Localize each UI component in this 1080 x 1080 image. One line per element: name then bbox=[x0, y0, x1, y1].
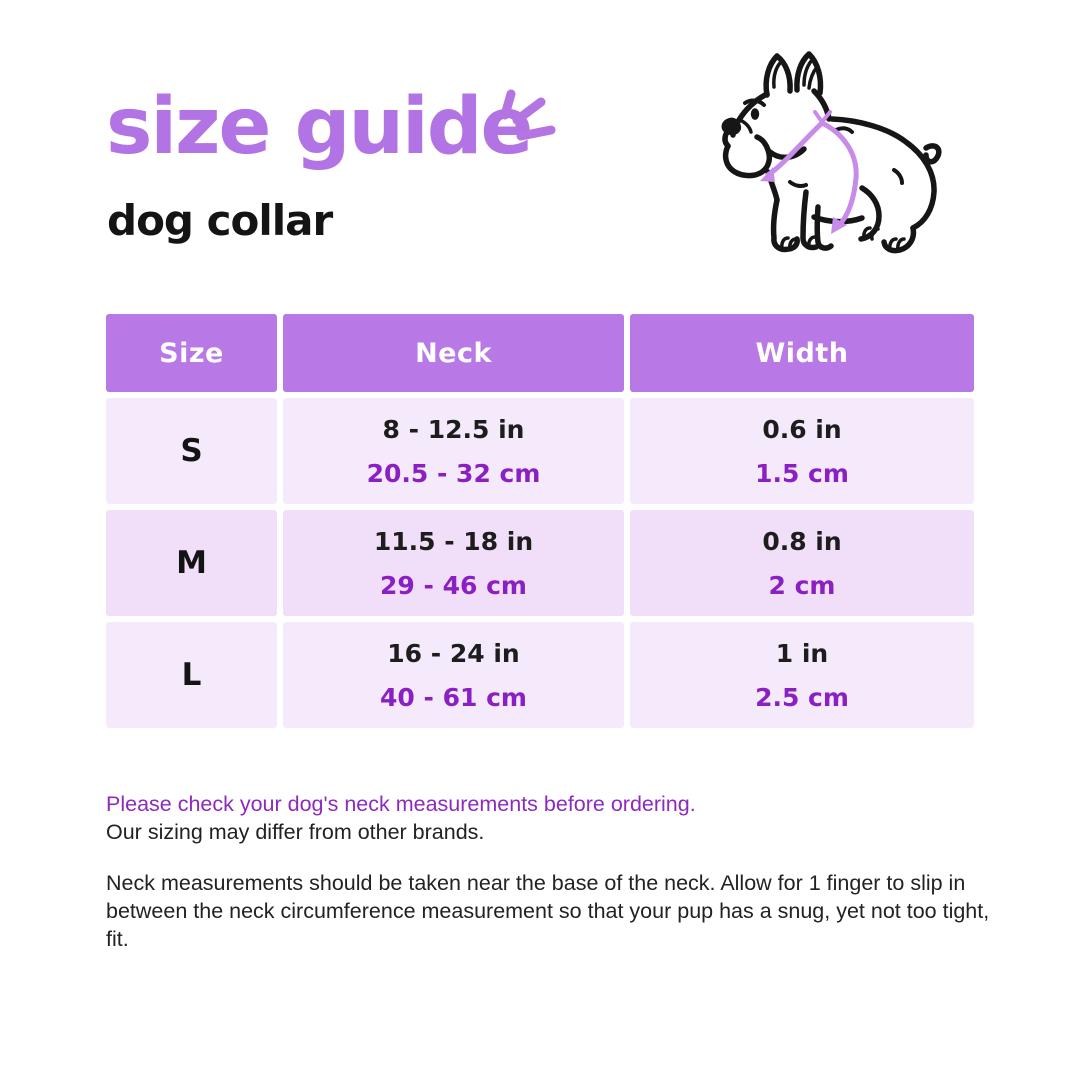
size-table: Size Neck Width S 8 - 12.5 in 20.5 - 32 … bbox=[106, 314, 974, 728]
size-cell: S bbox=[106, 398, 277, 504]
size-label: M bbox=[176, 545, 207, 581]
width-cm: 2 cm bbox=[768, 570, 836, 600]
width-cell: 1 in 2.5 cm bbox=[630, 622, 974, 728]
dog-collar-illustration bbox=[721, 51, 942, 254]
neck-cell: 8 - 12.5 in 20.5 - 32 cm bbox=[283, 398, 624, 504]
width-cell: 0.6 in 1.5 cm bbox=[630, 398, 974, 504]
page-title: size guide bbox=[106, 82, 533, 172]
note-measuring-instructions: Neck measurements should be taken near t… bbox=[106, 871, 990, 951]
size-label: L bbox=[181, 657, 202, 693]
column-header-neck: Neck bbox=[283, 314, 624, 392]
dog-outline bbox=[722, 51, 942, 254]
neck-cm: 29 - 46 cm bbox=[380, 570, 527, 600]
note-highlight: Please check your dog's neck measurement… bbox=[106, 792, 696, 816]
width-inches: 0.8 in bbox=[762, 526, 842, 556]
width-inches: 0.6 in bbox=[762, 414, 842, 444]
neck-inches: 16 - 24 in bbox=[387, 638, 520, 668]
page-subtitle: dog collar bbox=[107, 196, 333, 245]
width-cm: 1.5 cm bbox=[755, 458, 849, 488]
size-label: S bbox=[180, 433, 203, 469]
column-header-width: Width bbox=[630, 314, 974, 392]
sparkle-icon bbox=[500, 89, 556, 141]
neck-inches: 11.5 - 18 in bbox=[373, 526, 534, 556]
column-header-size: Size bbox=[106, 314, 277, 392]
notes-section: Please check your dog's neck measurement… bbox=[106, 790, 990, 953]
size-cell: M bbox=[106, 510, 277, 616]
size-cell: L bbox=[106, 622, 277, 728]
width-cell: 0.8 in 2 cm bbox=[630, 510, 974, 616]
width-inches: 1 in bbox=[775, 638, 829, 668]
neck-cm: 40 - 61 cm bbox=[380, 682, 527, 712]
neck-cell: 11.5 - 18 in 29 - 46 cm bbox=[283, 510, 624, 616]
neck-cm: 20.5 - 32 cm bbox=[366, 458, 541, 488]
neck-inches: 8 - 12.5 in bbox=[382, 414, 525, 444]
neck-cell: 16 - 24 in 40 - 61 cm bbox=[283, 622, 624, 728]
note-sizing-differs: Our sizing may differ from other brands. bbox=[106, 820, 485, 844]
width-cm: 2.5 cm bbox=[755, 682, 849, 712]
